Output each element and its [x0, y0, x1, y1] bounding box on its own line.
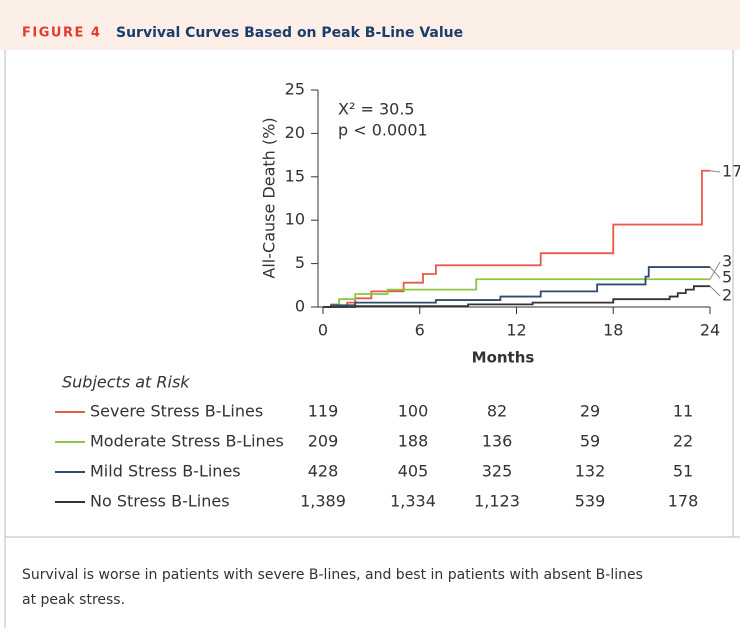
y-tick-label: 10	[285, 210, 305, 229]
annotation: X² = 30.5	[338, 100, 415, 119]
end-label: 2	[722, 286, 732, 305]
y-tick-label: 5	[295, 253, 305, 272]
risk-count: 209	[308, 432, 339, 451]
survival-curve	[323, 285, 710, 308]
y-tick-label: 20	[285, 123, 305, 142]
figure-title: Survival Curves Based on Peak B-Line Val…	[116, 25, 463, 41]
risk-count: 22	[673, 432, 693, 451]
risk-count: 428	[308, 462, 339, 481]
survival-curve	[323, 266, 710, 308]
risk-count: 11	[673, 402, 693, 421]
risk-count: 100	[398, 402, 429, 421]
y-axis-label: All-Cause Death (%)	[260, 117, 279, 278]
end-label-leader	[709, 266, 721, 279]
x-tick-label: 18	[603, 321, 623, 340]
x-axis-label: Months	[472, 349, 535, 367]
y-tick-label: 15	[285, 166, 305, 185]
header-band	[0, 0, 740, 50]
figure-label: FIGURE 4	[22, 26, 101, 41]
risk-count: 136	[482, 432, 513, 451]
legend-label: Severe Stress B-Lines	[90, 402, 263, 421]
risk-count: 1,334	[390, 492, 436, 511]
x-tick-label: 0	[318, 321, 328, 340]
end-label-leader	[709, 261, 721, 280]
caption: at peak stress.	[22, 592, 125, 608]
x-tick-label: 24	[700, 321, 720, 340]
x-tick-label: 6	[415, 321, 425, 340]
legend-label: Mild Stress B-Lines	[90, 462, 241, 481]
risk-count: 132	[575, 462, 606, 481]
annotation: p < 0.0001	[338, 121, 428, 140]
risk-count: 178	[668, 492, 699, 511]
risk-count: 325	[482, 462, 513, 481]
y-tick-label: 25	[285, 80, 305, 99]
risk-count: 405	[398, 462, 429, 481]
risk-count: 1,123	[474, 492, 520, 511]
risk-count: 539	[575, 492, 606, 511]
risk-table-title: Subjects at Risk	[62, 373, 190, 392]
risk-count: 29	[580, 402, 600, 421]
end-label: 5	[722, 268, 732, 287]
x-tick-label: 12	[506, 321, 526, 340]
legend-label: Moderate Stress B-Lines	[90, 432, 284, 451]
risk-count: 51	[673, 462, 693, 481]
risk-count: 119	[308, 402, 339, 421]
caption: Survival is worse in patients with sever…	[22, 567, 643, 583]
risk-count: 1,389	[300, 492, 346, 511]
end-label: 17	[722, 162, 740, 181]
end-label-leader	[709, 170, 721, 173]
end-label-leader	[709, 285, 721, 297]
legend-label: No Stress B-Lines	[90, 492, 230, 511]
risk-count: 59	[580, 432, 600, 451]
survival-curve	[323, 169, 710, 308]
risk-count: 82	[487, 402, 507, 421]
y-tick-label: 0	[295, 297, 305, 316]
risk-count: 188	[398, 432, 429, 451]
end-label: 3	[722, 252, 732, 271]
